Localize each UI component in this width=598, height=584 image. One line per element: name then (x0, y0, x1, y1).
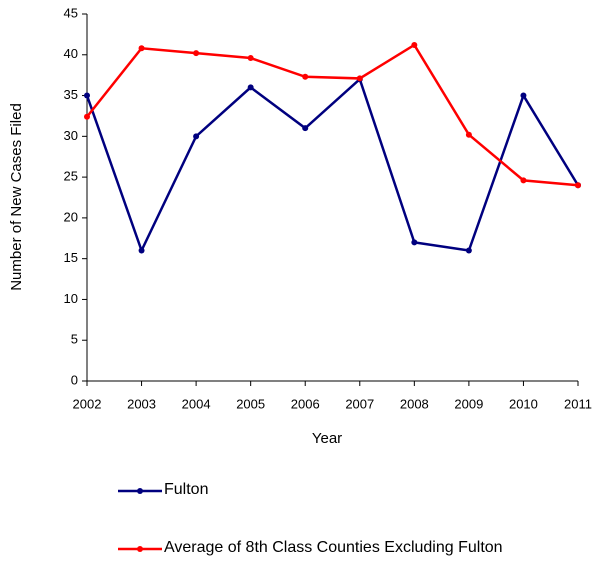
legend-label: Fulton (164, 481, 209, 498)
series-point (411, 239, 418, 246)
y-tick-label: 25 (64, 169, 78, 184)
series-point (465, 247, 472, 254)
series-point (575, 182, 581, 189)
x-tick-label: 2010 (509, 396, 538, 411)
series-line (85, 77, 580, 254)
series-point (138, 247, 145, 254)
series-point (138, 45, 145, 52)
x-tick-label: 2011 (564, 396, 592, 411)
y-axis-label: Number of New Cases Filed (8, 103, 25, 291)
x-tick-label: 2006 (291, 396, 320, 411)
y-tick-label: 5 (71, 332, 78, 347)
x-tick-label: 2003 (127, 396, 156, 411)
series-point (84, 113, 90, 120)
series-point (193, 50, 200, 57)
series-point (411, 41, 418, 48)
series-point (520, 92, 527, 99)
y-tick-label: 35 (64, 87, 78, 102)
x-tick-label: 2002 (73, 396, 102, 411)
y-tick-label: 40 (64, 46, 78, 61)
series-point (356, 75, 363, 82)
series-point (247, 84, 254, 91)
x-tick-label: 2009 (454, 396, 483, 411)
x-tick-label: 2008 (400, 396, 429, 411)
y-tick-label: 45 (64, 5, 78, 20)
series-point (247, 55, 254, 62)
x-tick-label: 2007 (345, 396, 374, 411)
series-point (302, 125, 309, 132)
series-point (84, 92, 90, 99)
y-tick-label: 20 (64, 209, 78, 224)
series-point (465, 131, 472, 138)
y-tick-label: 15 (64, 250, 78, 265)
legend-item: Fulton (118, 479, 584, 501)
series-point (193, 133, 200, 140)
legend-swatch (118, 488, 162, 494)
series-line (86, 43, 579, 187)
chart: Year Number of New Cases Filed 0 5 10 15 20 2… (8, 5, 592, 447)
legend-marker (137, 488, 143, 494)
y-tick-label: 30 (64, 128, 78, 143)
y-tick-label: 0 (71, 372, 78, 387)
series-point (302, 73, 309, 80)
y-tick-label: 10 (64, 291, 78, 306)
x-tick-label: 2005 (236, 396, 265, 411)
x-tick-label: 2004 (182, 396, 211, 411)
legend-label: Average of 8th Class Counties Excluding … (164, 539, 503, 556)
legend-swatch (118, 546, 162, 552)
legend-marker (137, 546, 143, 552)
series-point (520, 177, 527, 184)
legend-item: Average of 8th Class Counties Excluding … (118, 537, 584, 559)
x-axis-label: Year (312, 430, 342, 447)
